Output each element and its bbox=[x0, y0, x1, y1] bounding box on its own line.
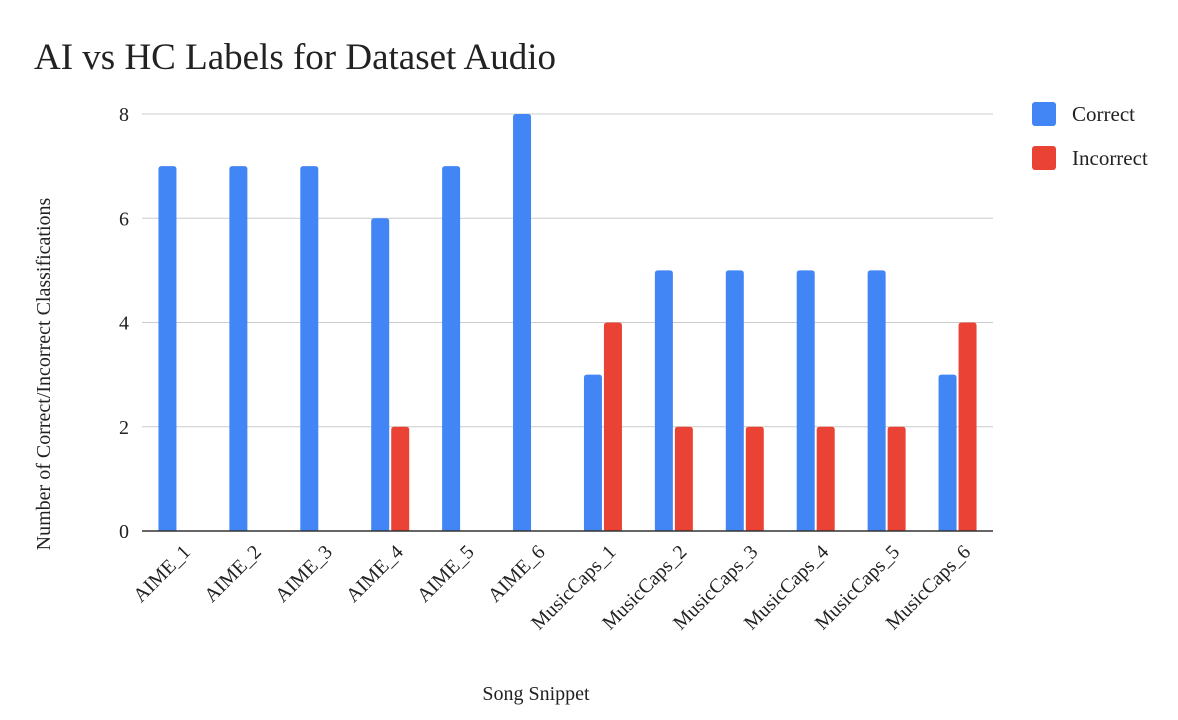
gridlines bbox=[142, 113, 993, 428]
y-tick-labels: 0 2 4 6 8 bbox=[119, 104, 129, 543]
x-tick-label: AIME_5 bbox=[413, 541, 479, 607]
bar-correct-musiccaps_6 bbox=[938, 374, 957, 531]
bar-correct-musiccaps_5 bbox=[867, 270, 886, 531]
legend-label-correct: Correct bbox=[1072, 102, 1135, 126]
bar-incorrect-musiccaps_2 bbox=[674, 426, 693, 531]
bar-incorrect-aime_4 bbox=[391, 426, 410, 531]
bar-incorrect-musiccaps_1 bbox=[603, 322, 622, 531]
bar-correct-aime_6 bbox=[513, 114, 532, 531]
bar-correct-aime_4 bbox=[371, 218, 390, 531]
x-tick-label: AIME_6 bbox=[484, 541, 550, 607]
legend-label-incorrect: Incorrect bbox=[1072, 146, 1148, 170]
bar-correct-musiccaps_3 bbox=[725, 270, 744, 531]
y-tick-label: 0 bbox=[119, 521, 129, 543]
bar-correct-aime_3 bbox=[300, 166, 319, 531]
legend-swatch-incorrect bbox=[1032, 146, 1056, 170]
bar-correct-musiccaps_1 bbox=[583, 374, 602, 531]
legend-swatch-correct bbox=[1032, 102, 1056, 126]
x-tick-labels: AIME_1 AIME_2 AIME_3 AIME_4 AIME_5 AIME_6Musi… bbox=[129, 541, 975, 634]
bar-incorrect-musiccaps_5 bbox=[887, 426, 906, 531]
chart-title: AI vs HC Labels for Dataset Audio bbox=[34, 37, 556, 78]
bars bbox=[158, 114, 977, 531]
legend: Correct Incorrect bbox=[1032, 102, 1148, 170]
x-tick-label: AIME_1 bbox=[129, 541, 195, 607]
bar-correct-aime_1 bbox=[158, 166, 177, 531]
x-tick-label: AIME_3 bbox=[271, 541, 337, 607]
y-tick-label: 6 bbox=[119, 208, 129, 230]
y-tick-label: 8 bbox=[119, 104, 129, 126]
y-tick-label: 2 bbox=[119, 417, 129, 439]
bar-incorrect-musiccaps_6 bbox=[958, 322, 977, 531]
bar-correct-aime_5 bbox=[442, 166, 461, 531]
x-tick-label: AIME_4 bbox=[342, 541, 408, 607]
x-axis-label: Song Snippet bbox=[482, 683, 590, 705]
x-tick-label: AIME_2 bbox=[200, 541, 266, 607]
y-axis-label: Number of Correct/Incorrect Classificati… bbox=[33, 197, 55, 550]
bar-incorrect-musiccaps_4 bbox=[816, 426, 835, 531]
bar-correct-musiccaps_2 bbox=[654, 270, 673, 531]
bar-correct-musiccaps_4 bbox=[796, 270, 815, 531]
y-tick-label: 4 bbox=[119, 313, 129, 335]
bar-correct-aime_2 bbox=[229, 166, 248, 531]
bar-incorrect-musiccaps_3 bbox=[745, 426, 764, 531]
